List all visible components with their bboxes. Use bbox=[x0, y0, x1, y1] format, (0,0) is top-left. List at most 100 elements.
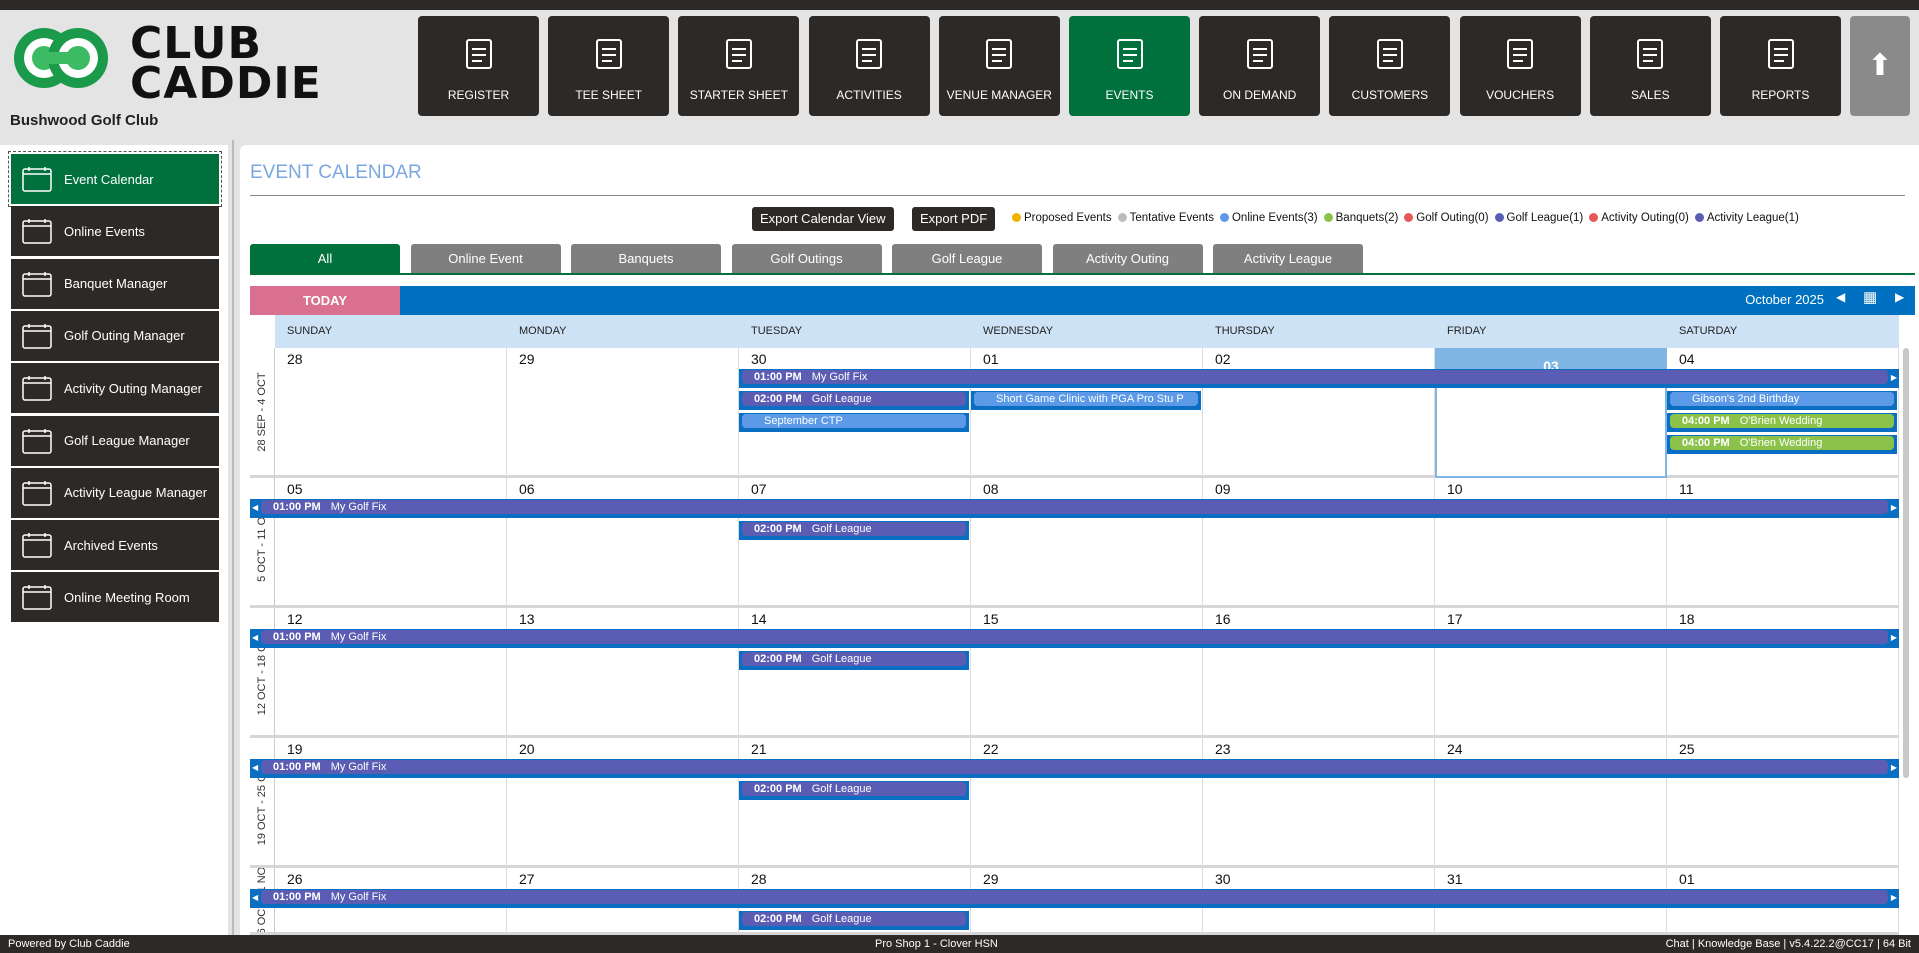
day-cell[interactable]: 19 bbox=[275, 738, 507, 868]
sidebar-item-online-events[interactable]: Online Events bbox=[11, 206, 219, 257]
tab-banquets[interactable]: Banquets bbox=[571, 244, 721, 274]
calendar-scrollbar[interactable] bbox=[1903, 348, 1909, 778]
calendar-event[interactable]: September CTP bbox=[739, 413, 969, 432]
calendar-picker-icon[interactable]: ▦ bbox=[1863, 289, 1878, 306]
day-cell[interactable]: 08 bbox=[971, 478, 1203, 608]
calendar-icon bbox=[22, 533, 52, 558]
calendar-event[interactable]: 01:00 PM My Golf Fix ▶ bbox=[739, 369, 1899, 388]
continues-right-icon: ▶ bbox=[1890, 373, 1897, 382]
tab-all[interactable]: All bbox=[250, 244, 400, 274]
continues-right-icon: ▶ bbox=[1890, 763, 1897, 772]
calendar-event[interactable]: 04:00 PM O'Brien Wedding bbox=[1667, 435, 1897, 454]
calendar-event[interactable]: ◀ 01:00 PM My Golf Fix ▶ bbox=[250, 889, 1899, 908]
calendar-event[interactable]: ◀ 01:00 PM My Golf Fix ▶ bbox=[250, 499, 1899, 518]
sidebar-item-online-meeting-room[interactable]: Online Meeting Room bbox=[11, 572, 219, 623]
calendar-event[interactable]: 02:00 PM Golf League bbox=[739, 651, 969, 670]
continues-left-icon: ◀ bbox=[252, 893, 259, 902]
nav-starter-sheet[interactable]: STARTER SHEET bbox=[678, 16, 800, 116]
legend-item: Proposed Events bbox=[1012, 212, 1112, 224]
tab-golf-league[interactable]: Golf League bbox=[892, 244, 1042, 274]
day-cell[interactable]: 06 bbox=[507, 478, 739, 608]
continues-left-icon: ◀ bbox=[252, 633, 259, 642]
calendar-event[interactable]: Gibson's 2nd Birthday bbox=[1667, 391, 1897, 410]
day-cell[interactable]: 29 bbox=[507, 348, 739, 478]
day-header: MONDAY bbox=[507, 315, 739, 348]
nav-register[interactable]: REGISTER bbox=[418, 16, 539, 116]
sidebar-item-golf-outing-manager[interactable]: Golf Outing Manager bbox=[11, 310, 219, 361]
calendar-event[interactable]: Short Game Clinic with PGA Pro Stu P bbox=[971, 391, 1201, 410]
day-cell[interactable]: 02 bbox=[1203, 348, 1435, 478]
tab-activity-outing[interactable]: Activity Outing bbox=[1052, 244, 1203, 274]
next-month-button[interactable]: ▶ bbox=[1895, 290, 1905, 304]
mobile-signal-icon bbox=[1199, 34, 1320, 74]
calendar-event[interactable]: 02:00 PM Golf League bbox=[739, 391, 969, 410]
nav-on-demand[interactable]: ON DEMAND bbox=[1199, 16, 1321, 116]
calendar-list-icon bbox=[809, 34, 930, 74]
day-cell[interactable]: 23 bbox=[1203, 738, 1435, 868]
tab-underline bbox=[250, 273, 1915, 275]
sidebar-item-banquet-manager[interactable]: Banquet Manager bbox=[11, 258, 219, 309]
club-caddie-logo: CLUB CADDIE bbox=[12, 22, 321, 106]
day-header: TUESDAY bbox=[739, 315, 971, 348]
week-label: 5 OCT - 11 OCT bbox=[250, 478, 275, 608]
day-cell[interactable]: 11 bbox=[1667, 478, 1899, 608]
tab-activity-league[interactable]: Activity League bbox=[1213, 244, 1363, 274]
nav-reports[interactable]: REPORTS bbox=[1720, 16, 1841, 116]
tab-golf-outings[interactable]: Golf Outings bbox=[731, 244, 882, 274]
day-cell[interactable]: 15 bbox=[971, 608, 1203, 738]
sidebar-item-activity-outing-manager[interactable]: Activity Outing Manager bbox=[11, 363, 219, 414]
day-cell[interactable]: 03 bbox=[1435, 348, 1667, 478]
nav-tee-sheet[interactable]: TEE SHEET bbox=[548, 16, 670, 116]
day-cell[interactable]: 25 bbox=[1667, 738, 1899, 868]
footer-links[interactable]: Chat | Knowledge Base | v5.4.22.2@CC17 |… bbox=[1665, 938, 1911, 950]
day-cell[interactable]: 16 bbox=[1203, 608, 1435, 738]
top-bar bbox=[0, 0, 1919, 10]
day-cell[interactable]: 10 bbox=[1435, 478, 1667, 608]
sidebar-item-event-calendar[interactable]: Event Calendar bbox=[8, 151, 222, 207]
day-cell[interactable]: 28 bbox=[275, 348, 507, 478]
day-cell[interactable]: 05 bbox=[275, 478, 507, 608]
continues-left-icon: ◀ bbox=[252, 503, 259, 512]
sidebar-item-activity-league-manager[interactable]: Activity League Manager bbox=[11, 467, 219, 518]
continues-right-icon: ▶ bbox=[1890, 633, 1897, 642]
day-cell[interactable]: 18 bbox=[1667, 608, 1899, 738]
day-cell[interactable]: 13 bbox=[507, 608, 739, 738]
station-info: Pro Shop 1 - Clover HSN bbox=[875, 938, 998, 950]
tab-online-event[interactable]: Online Event bbox=[410, 244, 561, 274]
nav-sales[interactable]: SALES bbox=[1589, 16, 1711, 116]
calendar-event[interactable]: 02:00 PM Golf League bbox=[739, 521, 969, 540]
nav-customers[interactable]: CUSTOMERS bbox=[1329, 16, 1451, 116]
today-button[interactable]: TODAY bbox=[250, 286, 400, 315]
day-cell[interactable]: 17 bbox=[1435, 608, 1667, 738]
day-cell[interactable]: 01 bbox=[971, 348, 1203, 478]
calendar-event[interactable]: 02:00 PM Golf League bbox=[739, 911, 969, 930]
calendar-event[interactable]: 02:00 PM Golf League bbox=[739, 781, 969, 800]
sidebar-item-archived-events[interactable]: Archived Events bbox=[11, 520, 219, 571]
day-cell[interactable]: 22 bbox=[971, 738, 1203, 868]
legend-item: Activity League(1) bbox=[1694, 212, 1799, 224]
sidebar-item-golf-league-manager[interactable]: Golf League Manager bbox=[11, 415, 219, 466]
day-cell[interactable]: 20 bbox=[507, 738, 739, 868]
export-pdf-button[interactable]: Export PDF bbox=[912, 207, 996, 231]
panel-splitter[interactable] bbox=[232, 140, 234, 935]
day-cell[interactable]: 21 bbox=[739, 738, 971, 868]
collapse-up-button[interactable]: ⬆ bbox=[1850, 16, 1910, 116]
nav-activities[interactable]: ACTIVITIES bbox=[808, 16, 930, 116]
day-cell[interactable]: 07 bbox=[739, 478, 971, 608]
continues-right-icon: ▶ bbox=[1890, 893, 1897, 902]
day-cell[interactable]: 09 bbox=[1203, 478, 1435, 608]
calendar-event[interactable]: 04:00 PM O'Brien Wedding bbox=[1667, 413, 1897, 432]
barcode-scanner-icon bbox=[418, 34, 539, 74]
nav-events[interactable]: EVENTS bbox=[1069, 16, 1190, 116]
prev-month-button[interactable]: ◀ bbox=[1836, 290, 1846, 304]
club-name: Bushwood Golf Club bbox=[10, 112, 159, 129]
flag-sheet-icon bbox=[548, 34, 669, 74]
day-cell[interactable]: 24 bbox=[1435, 738, 1667, 868]
export-calendar-view-button[interactable]: Export Calendar View bbox=[752, 207, 894, 231]
day-cell[interactable]: 12 bbox=[275, 608, 507, 738]
calendar-event[interactable]: ◀ 01:00 PM My Golf Fix ▶ bbox=[250, 629, 1899, 648]
calendar-event[interactable]: ◀ 01:00 PM My Golf Fix ▶ bbox=[250, 759, 1899, 778]
nav-vouchers[interactable]: VOUCHERS bbox=[1459, 16, 1581, 116]
day-cell[interactable]: 14 bbox=[739, 608, 971, 738]
nav-venue-manager[interactable]: VENUE MANAGER bbox=[938, 16, 1060, 116]
